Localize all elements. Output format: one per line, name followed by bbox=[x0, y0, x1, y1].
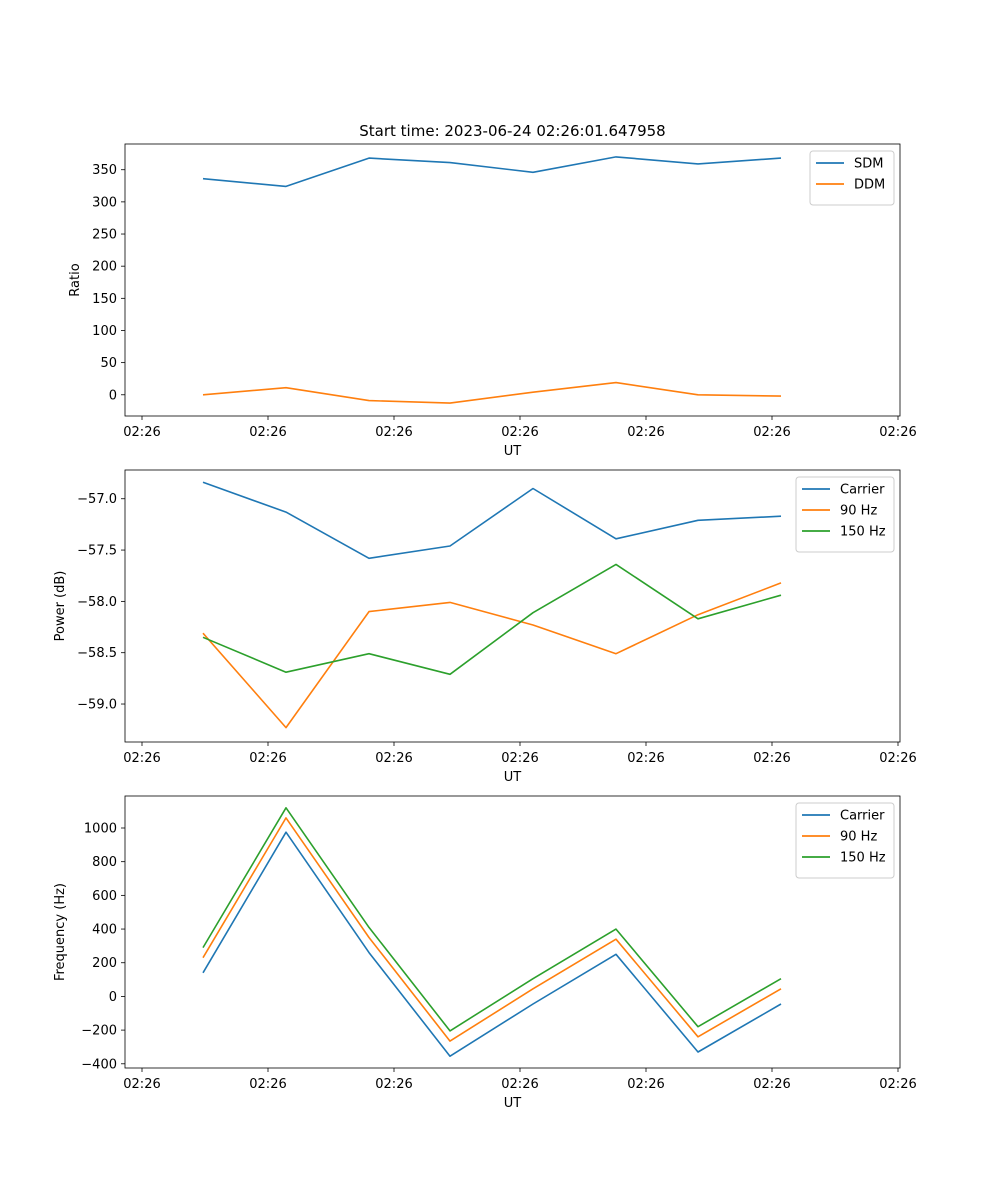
y-tick-label: 800 bbox=[92, 855, 117, 870]
series-line-carrier bbox=[202, 481, 782, 560]
y-tick-label: −57.5 bbox=[77, 544, 117, 559]
legend-label: Carrier bbox=[840, 809, 885, 824]
x-tick-label: 02:26 bbox=[123, 751, 160, 766]
y-axis-label: Frequency (Hz) bbox=[53, 883, 68, 981]
legend: SDM DDM bbox=[809, 150, 895, 206]
y-tick-label: −57.0 bbox=[77, 492, 117, 507]
plot-area-frame bbox=[124, 795, 901, 1069]
x-tick-label: 02:26 bbox=[627, 1077, 664, 1092]
y-tick-label: −59.0 bbox=[77, 698, 117, 713]
legend: Carrier 90 Hz 150 Hz bbox=[795, 802, 895, 879]
y-tick-label: 100 bbox=[92, 324, 117, 339]
series-line-150-hz bbox=[202, 806, 782, 1032]
legend-label: Carrier bbox=[840, 483, 885, 498]
y-tick-label: −200 bbox=[81, 1024, 117, 1039]
x-tick-label: 02:26 bbox=[879, 751, 916, 766]
x-axis-label: UT bbox=[504, 1096, 522, 1111]
y-tick-label: 50 bbox=[100, 356, 117, 371]
y-tick-label: 200 bbox=[92, 956, 117, 971]
x-tick-label: 02:26 bbox=[375, 1077, 412, 1092]
y-tick-label: 250 bbox=[92, 228, 117, 243]
x-tick-label: 02:26 bbox=[879, 425, 916, 440]
y-tick-label: 0 bbox=[109, 388, 117, 403]
x-tick-label: 02:26 bbox=[375, 751, 412, 766]
y-axis-label: Power (dB) bbox=[53, 571, 68, 642]
y-tick-label: −58.5 bbox=[77, 646, 117, 661]
y-tick-label: 150 bbox=[92, 292, 117, 307]
x-tick-label: 02:26 bbox=[501, 1077, 538, 1092]
y-tick-label: 200 bbox=[92, 260, 117, 275]
x-tick-label: 02:26 bbox=[753, 425, 790, 440]
legend-label: 90 Hz bbox=[840, 504, 877, 519]
x-tick-label: 02:26 bbox=[123, 425, 160, 440]
series-line-sdm bbox=[202, 156, 782, 188]
x-tick-label: 02:26 bbox=[627, 751, 664, 766]
legend-label: DDM bbox=[854, 178, 885, 193]
plot-area-frame bbox=[124, 143, 901, 417]
y-tick-label: 0 bbox=[109, 990, 117, 1005]
x-tick-label: 02:26 bbox=[879, 1077, 916, 1092]
legend-label: 150 Hz bbox=[840, 525, 886, 540]
y-tick-label: −58.0 bbox=[77, 595, 117, 610]
figure-title: Start time: 2023-06-24 02:26:01.647958 bbox=[359, 122, 665, 140]
x-tick-label: 02:26 bbox=[501, 751, 538, 766]
x-tick-label: 02:26 bbox=[501, 425, 538, 440]
x-tick-label: 02:26 bbox=[123, 1077, 160, 1092]
series-line-90-hz bbox=[202, 817, 782, 1042]
x-tick-label: 02:26 bbox=[249, 751, 286, 766]
x-tick-label: 02:26 bbox=[249, 425, 286, 440]
chart-panel-2: 02:26 02:26 02:26 02:26 02:26 02:26 02:26 UT −57… bbox=[53, 469, 917, 785]
series-line-carrier bbox=[202, 831, 782, 1057]
x-tick-label: 02:26 bbox=[753, 751, 790, 766]
y-tick-label: 400 bbox=[92, 923, 117, 938]
series-line-90-hz bbox=[202, 582, 782, 729]
legend-label: SDM bbox=[854, 157, 883, 172]
chart-panel-3: 02:26 02:26 02:26 02:26 02:26 02:26 02:26 UT −40… bbox=[53, 795, 917, 1111]
y-tick-label: 1000 bbox=[84, 822, 117, 837]
y-axis-label: Ratio bbox=[68, 263, 83, 296]
legend-box bbox=[809, 150, 895, 206]
x-tick-label: 02:26 bbox=[375, 425, 412, 440]
series-line-150-hz bbox=[202, 563, 782, 676]
legend-label: 90 Hz bbox=[840, 830, 877, 845]
legend-box bbox=[795, 476, 895, 553]
x-tick-label: 02:26 bbox=[249, 1077, 286, 1092]
legend-box bbox=[795, 802, 895, 879]
legend-label: 150 Hz bbox=[840, 851, 886, 866]
x-axis-label: UT bbox=[504, 770, 522, 785]
y-tick-label: 300 bbox=[92, 195, 117, 210]
plot-area-frame bbox=[124, 469, 901, 743]
x-tick-label: 02:26 bbox=[627, 425, 664, 440]
series-line-ddm bbox=[202, 381, 782, 404]
y-tick-label: 350 bbox=[92, 163, 117, 178]
x-axis-label: UT bbox=[504, 444, 522, 459]
y-tick-label: −400 bbox=[81, 1057, 117, 1072]
legend: Carrier 90 Hz 150 Hz bbox=[795, 476, 895, 553]
x-tick-label: 02:26 bbox=[753, 1077, 790, 1092]
y-tick-label: 600 bbox=[92, 889, 117, 904]
chart-panel-1: 02:26 02:26 02:26 02:26 02:26 02:26 02:26 UT 0 50… bbox=[68, 143, 917, 459]
